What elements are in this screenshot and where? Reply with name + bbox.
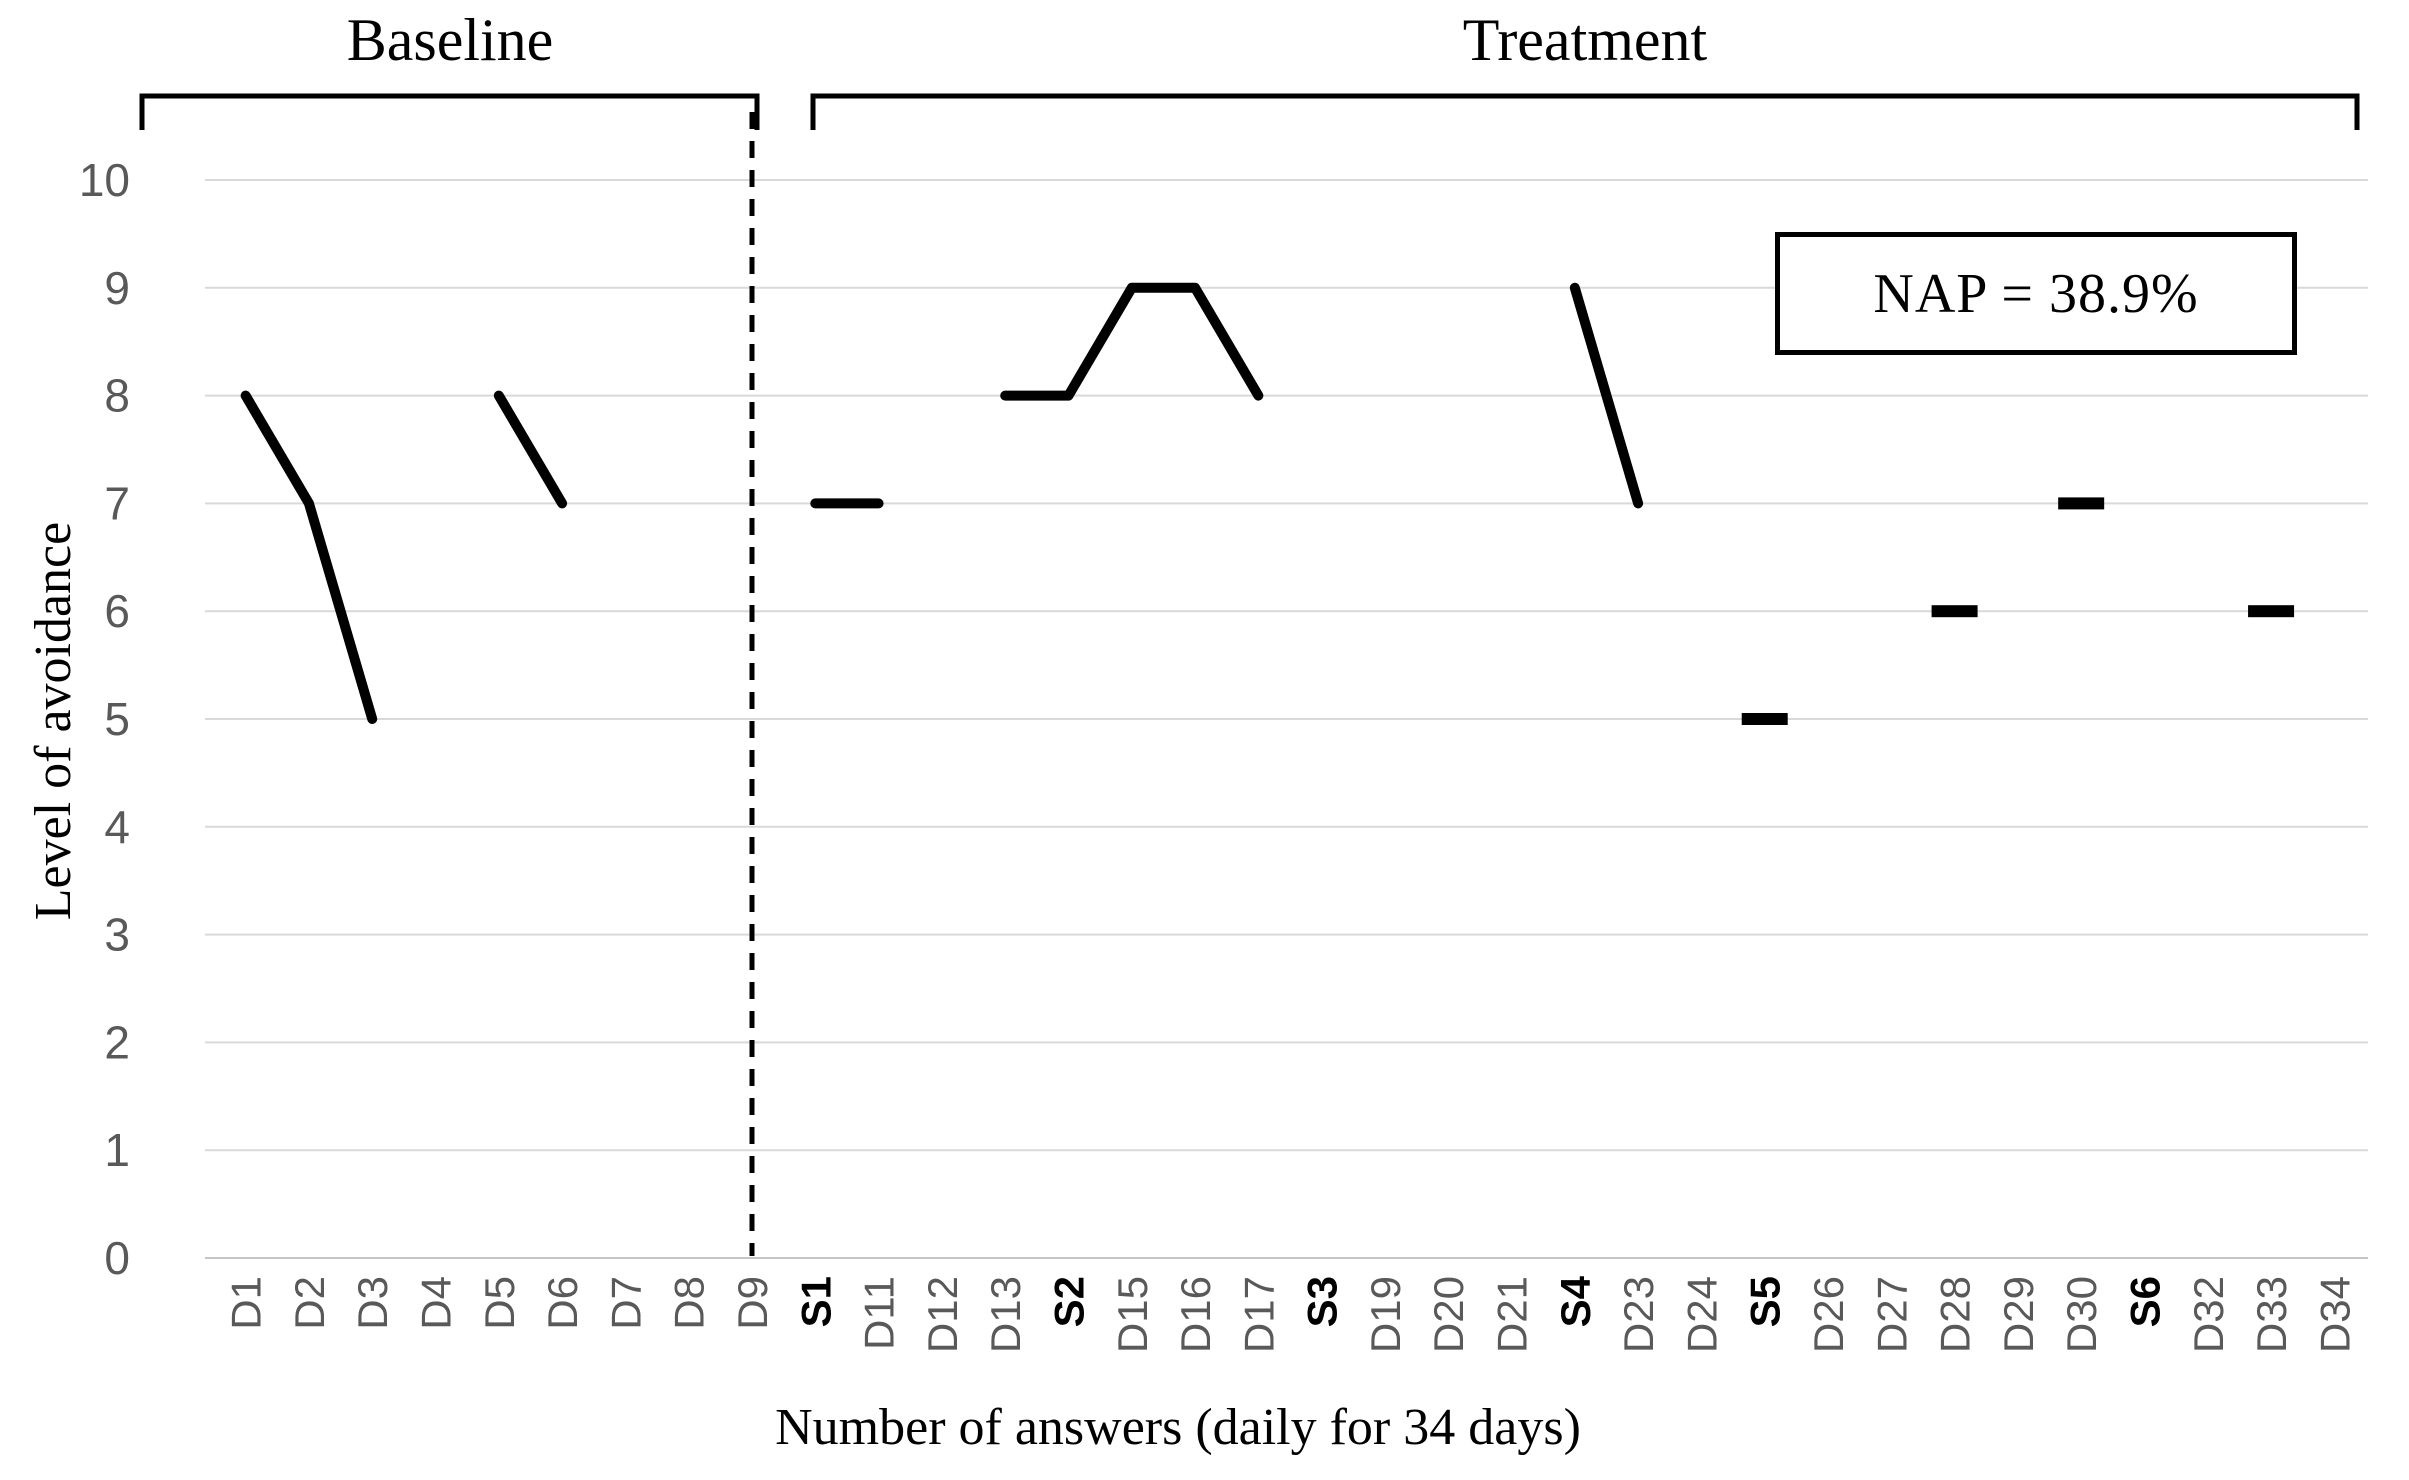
x-tick-label-D16: D16 <box>1172 1276 1219 1353</box>
x-tick-label-D28: D28 <box>1932 1276 1979 1353</box>
x-tick-label-D30: D30 <box>2058 1276 2105 1353</box>
y-tick-label-2: 2 <box>104 1016 130 1068</box>
phase-label-baseline: Baseline <box>346 7 554 73</box>
x-tick-label-S6: S6 <box>2121 1276 2168 1327</box>
y-tick-label-5: 5 <box>104 693 130 745</box>
x-tick-label-D27: D27 <box>1868 1276 1915 1353</box>
x-axis-title: Number of answers (daily for 34 days) <box>775 1399 1581 1456</box>
y-tick-label-9: 9 <box>104 262 130 314</box>
treatment-phase-bracket <box>810 93 2360 130</box>
nap-annotation-box: NAP = 38.9% <box>1775 232 2297 355</box>
x-tick-label-D29: D29 <box>1995 1276 2042 1353</box>
x-tick-label-D20: D20 <box>1425 1276 1472 1353</box>
y-tick-label-8: 8 <box>104 370 130 422</box>
data-line-segment-D13-D17 <box>1000 282 1264 401</box>
data-line-segment-S4-D23 <box>1569 282 1644 509</box>
x-tick-label-D3: D3 <box>349 1276 396 1330</box>
x-tick-label-D7: D7 <box>602 1276 649 1330</box>
x-tick-label-D2: D2 <box>286 1276 333 1330</box>
y-tick-label-7: 7 <box>104 477 130 529</box>
x-tick-label-D17: D17 <box>1235 1276 1282 1353</box>
x-tick-label-D6: D6 <box>539 1276 586 1330</box>
x-tick-label-S5: S5 <box>1742 1276 1789 1327</box>
y-axis-title: Level of avoidance <box>25 521 82 921</box>
x-tick-label-S1: S1 <box>792 1276 839 1327</box>
x-tick-label-D32: D32 <box>2185 1276 2232 1353</box>
x-tick-label-S3: S3 <box>1299 1276 1346 1327</box>
y-tick-label-4: 4 <box>104 801 130 853</box>
x-tick-label-D19: D19 <box>1362 1276 1409 1353</box>
x-tick-label-D8: D8 <box>666 1276 713 1330</box>
data-point-dash-D28 <box>1931 605 1978 618</box>
y-tick-label-10: 10 <box>79 154 130 206</box>
data-point-dash-D33 <box>2248 605 2295 618</box>
x-tick-label-D21: D21 <box>1489 1276 1536 1353</box>
x-tick-label-D23: D23 <box>1615 1276 1662 1353</box>
x-tick-label-D13: D13 <box>982 1276 1029 1353</box>
x-tick-label-D34: D34 <box>2311 1276 2358 1353</box>
x-tick-label-D26: D26 <box>1805 1276 1852 1353</box>
data-point-dash-D30 <box>2058 497 2105 510</box>
x-tick-label-S4: S4 <box>1552 1275 1599 1327</box>
baseline-phase-bracket <box>139 93 760 130</box>
x-tick-label-S2: S2 <box>1045 1276 1092 1327</box>
nap-annotation-text: NAP = 38.9% <box>1873 262 2199 325</box>
data-line-segment-D5-D6 <box>493 390 568 509</box>
phase-label-treatment: Treatment <box>1462 7 1708 73</box>
x-tick-label-D4: D4 <box>413 1276 460 1330</box>
y-tick-label-0: 0 <box>104 1232 130 1284</box>
x-tick-label-D24: D24 <box>1678 1276 1725 1353</box>
data-line-segment-D1-D3 <box>240 390 378 724</box>
x-tick-label-D33: D33 <box>2248 1276 2295 1353</box>
x-tick-label-D11: D11 <box>856 1276 903 1350</box>
data-point-dash-S5 <box>1741 713 1788 725</box>
x-tick-label-D1: D1 <box>223 1276 270 1330</box>
y-tick-label-3: 3 <box>104 909 130 961</box>
y-tick-label-1: 1 <box>104 1124 130 1176</box>
x-tick-label-D5: D5 <box>476 1276 523 1330</box>
x-tick-label-D9: D9 <box>729 1276 776 1330</box>
x-tick-label-D12: D12 <box>919 1276 966 1353</box>
x-tick-label-D15: D15 <box>1109 1276 1156 1353</box>
y-tick-label-6: 6 <box>104 585 130 637</box>
